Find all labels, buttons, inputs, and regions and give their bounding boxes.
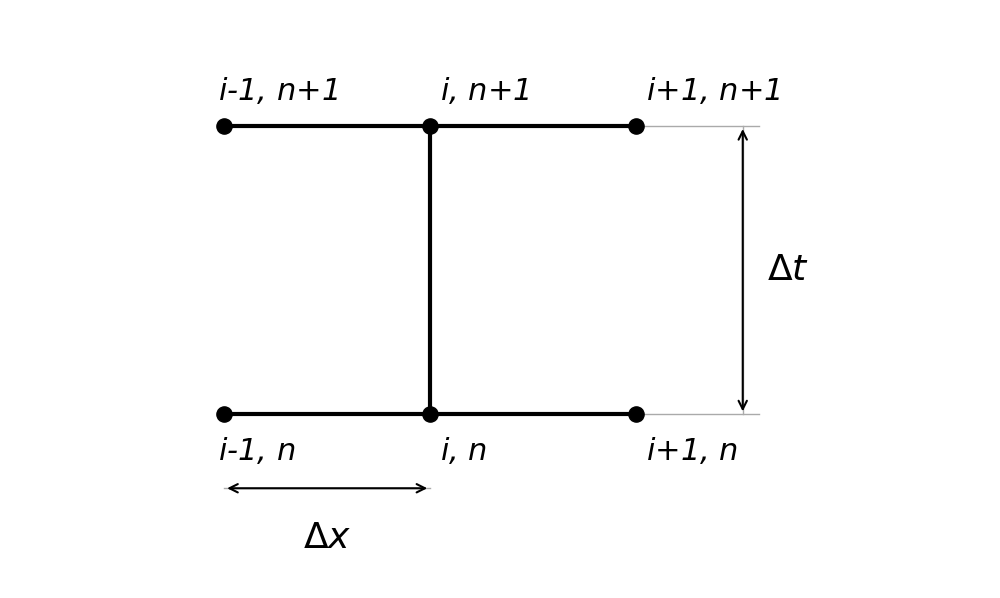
- Text: $i$-1, $n$+1: $i$-1, $n$+1: [218, 75, 338, 106]
- Text: $i$, $n$: $i$, $n$: [440, 435, 487, 466]
- Text: $i$+1, $n$+1: $i$+1, $n$+1: [646, 75, 780, 106]
- Point: [422, 410, 438, 419]
- Point: [216, 410, 232, 419]
- Text: $i$-1, $n$: $i$-1, $n$: [218, 435, 295, 466]
- Text: $i$, $n$+1: $i$, $n$+1: [440, 75, 529, 106]
- Text: $\Delta x$: $\Delta x$: [303, 521, 351, 555]
- Point: [216, 121, 232, 131]
- Point: [628, 121, 644, 131]
- Point: [628, 410, 644, 419]
- Text: $i$+1, $n$: $i$+1, $n$: [646, 435, 738, 466]
- Point: [422, 121, 438, 131]
- Text: $\Delta t$: $\Delta t$: [767, 253, 809, 287]
